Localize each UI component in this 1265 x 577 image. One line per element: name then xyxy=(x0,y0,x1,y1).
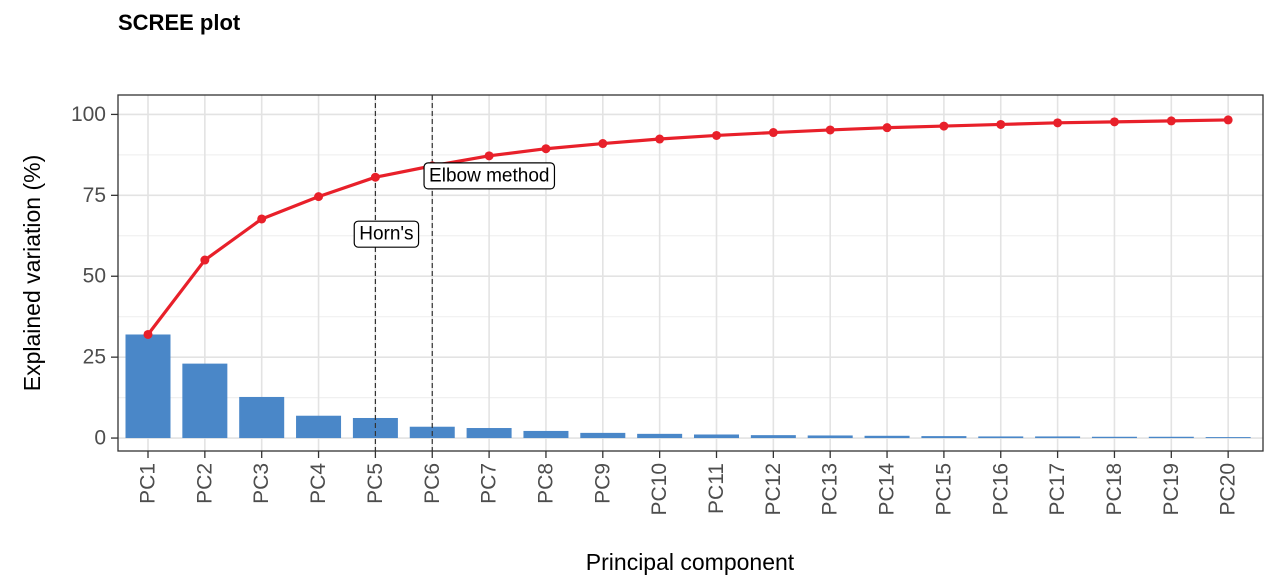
x-tick-label: PC16 xyxy=(989,463,1012,516)
bar-pc19 xyxy=(1148,436,1194,439)
x-tick-label: PC1 xyxy=(137,463,160,504)
line-point-pc14 xyxy=(882,123,892,133)
bar-pc4 xyxy=(296,415,342,439)
x-tick-label: PC5 xyxy=(364,463,387,504)
y-axis-title: Explained variation (%) xyxy=(19,155,45,392)
panel-border xyxy=(117,94,1264,452)
line-point-pc2 xyxy=(200,255,210,265)
bar-pc5 xyxy=(352,417,398,439)
x-tick-label: PC6 xyxy=(421,463,444,504)
x-tick-label: PC2 xyxy=(193,463,216,504)
line-point-pc10 xyxy=(655,134,665,144)
bar-pc7 xyxy=(466,428,512,439)
bar-pc15 xyxy=(921,436,967,439)
cumulative-line xyxy=(143,115,1233,339)
line-point-pc9 xyxy=(598,139,608,149)
x-tick-label: PC10 xyxy=(648,463,671,516)
x-tick-label: PC11 xyxy=(705,463,728,514)
reference-lines xyxy=(374,95,433,451)
bar-pc9 xyxy=(580,432,626,439)
annotation-box xyxy=(423,162,556,190)
cumulative-line-path xyxy=(146,118,1229,336)
x-tick-label: PC20 xyxy=(1217,463,1240,516)
y-tick-label: 100 xyxy=(71,103,106,126)
line-point-pc8 xyxy=(541,144,551,154)
y-axis: 0 25 50 75 100 xyxy=(71,103,118,450)
line-point-pc19 xyxy=(1166,116,1176,126)
bar-pc18 xyxy=(1091,436,1137,439)
x-tick-label: PC9 xyxy=(591,463,614,504)
x-tick-label: PC4 xyxy=(307,463,330,504)
line-point-pc11 xyxy=(712,130,721,140)
y-tick-label: 50 xyxy=(83,265,106,288)
bar-pc14 xyxy=(864,435,910,439)
line-point-pc3 xyxy=(257,214,267,224)
y-tick-label: 75 xyxy=(83,184,106,207)
bar-pc3 xyxy=(239,396,285,439)
grid xyxy=(118,95,1263,451)
x-tick-label: PC15 xyxy=(932,463,955,516)
bar-pc1 xyxy=(125,334,171,439)
line-point-pc15 xyxy=(939,121,949,131)
bar-pc13 xyxy=(807,435,853,439)
bar-pc12 xyxy=(750,435,796,439)
line-point-pc1 xyxy=(143,329,153,339)
line-point-pc13 xyxy=(825,125,835,135)
x-tick-label: PC17 xyxy=(1046,463,1069,516)
line-point-pc20 xyxy=(1223,115,1233,125)
bar-pc17 xyxy=(1035,436,1081,439)
annotation-box xyxy=(353,220,420,248)
annotation-label: Horn's xyxy=(353,220,420,248)
line-point-pc18 xyxy=(1109,117,1119,127)
bar-pc16 xyxy=(978,436,1024,439)
bar-pc2 xyxy=(182,363,228,439)
x-tick-label: PC8 xyxy=(534,463,557,504)
x-tick-label: PC3 xyxy=(250,463,273,504)
line-point-pc5 xyxy=(370,172,380,182)
line-point-pc16 xyxy=(996,119,1006,129)
y-tick-label: 0 xyxy=(94,427,106,450)
y-tick-label: 25 xyxy=(83,346,106,369)
x-axis-title: Principal component xyxy=(586,549,795,575)
line-point-pc17 xyxy=(1053,118,1063,128)
annotations: Elbow method Horn's xyxy=(353,162,556,248)
x-tick-label: PC14 xyxy=(876,463,899,516)
line-point-pc12 xyxy=(768,128,778,138)
annotation-label: Elbow method xyxy=(423,162,556,190)
x-tick-label: PC7 xyxy=(478,463,501,504)
annotation-text: Horn's xyxy=(359,224,413,245)
x-axis: PC1 PC2 PC3 PC4 PC5 PC6 PC7 PC8 PC9 PC10 PC11 PC12 P… xyxy=(137,451,1240,516)
x-tick-label: PC18 xyxy=(1103,463,1126,516)
x-tick-label: PC19 xyxy=(1160,463,1183,516)
bars xyxy=(125,334,1251,439)
line-point-pc7 xyxy=(484,151,494,161)
chart-title: SCREE plot xyxy=(118,10,241,35)
bar-pc20 xyxy=(1205,437,1251,439)
bar-pc11 xyxy=(694,434,739,439)
line-point-pc4 xyxy=(314,192,324,202)
bar-pc10 xyxy=(637,433,683,439)
annotation-text: Elbow method xyxy=(429,165,549,186)
bar-pc8 xyxy=(523,430,569,439)
x-tick-label: PC12 xyxy=(762,463,785,516)
x-tick-label: PC13 xyxy=(819,463,842,516)
